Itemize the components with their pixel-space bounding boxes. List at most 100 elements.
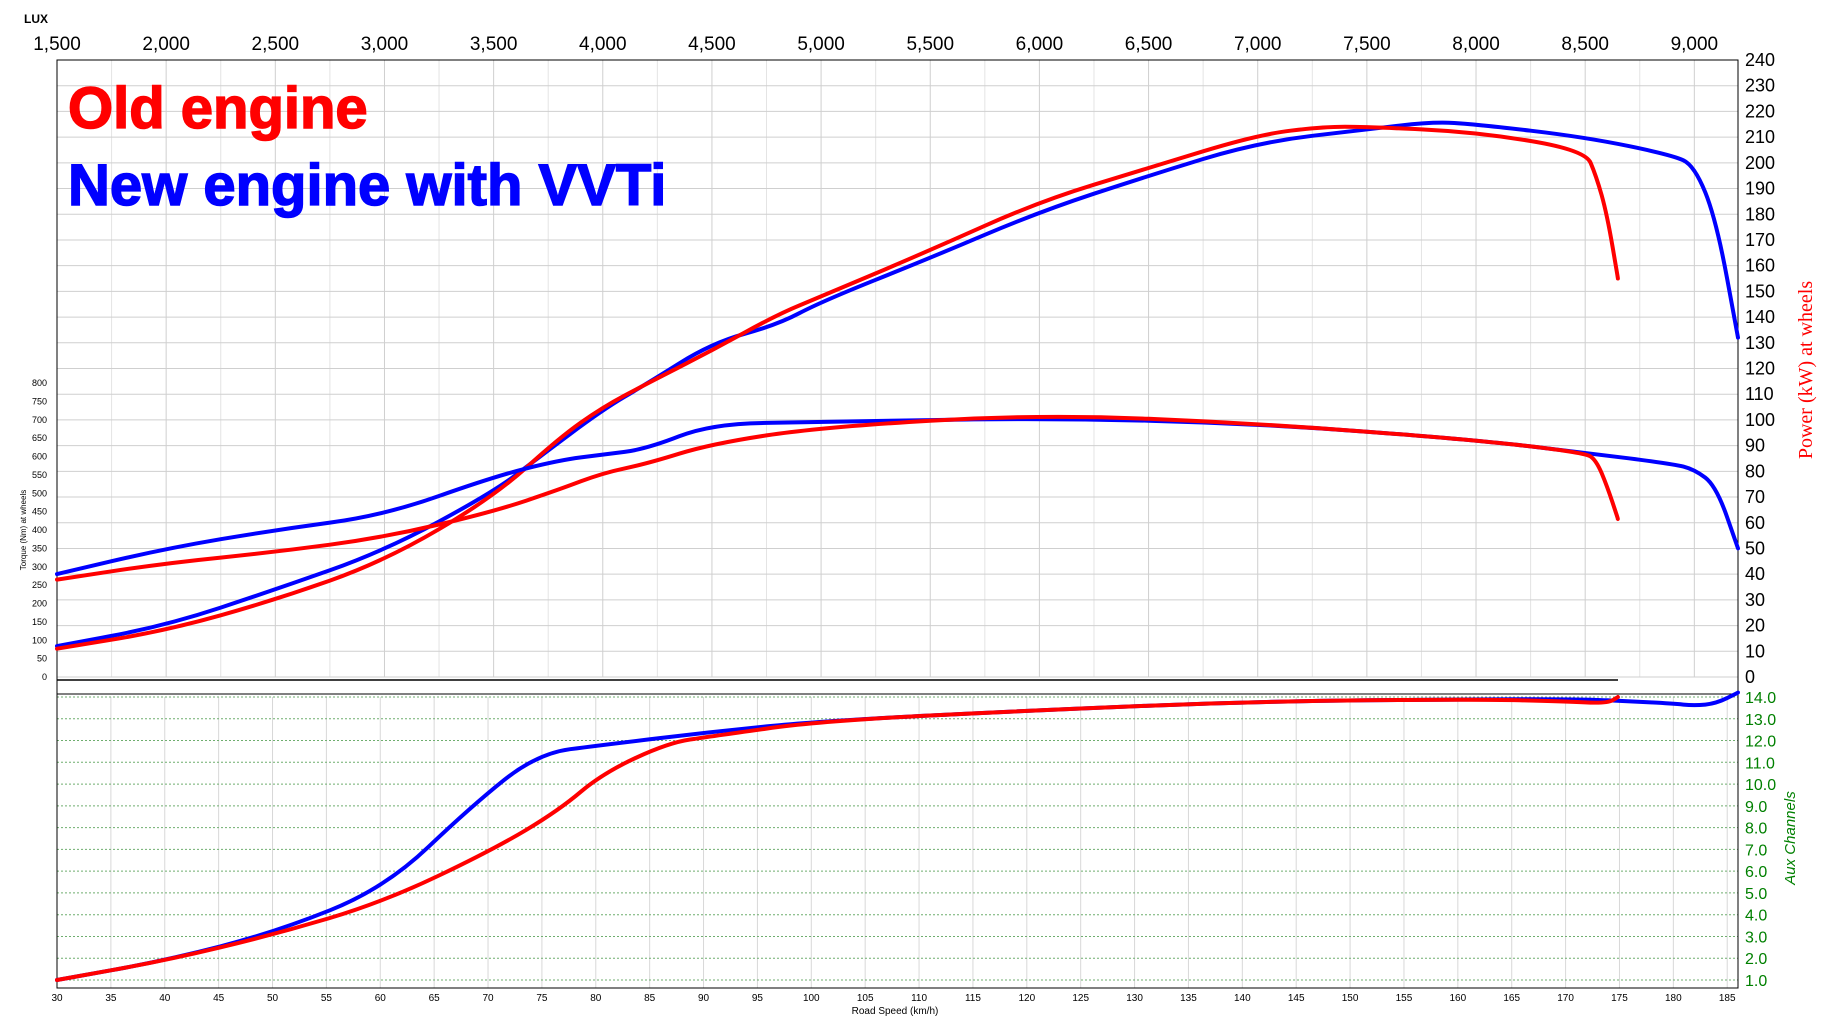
torque-tick-label: 450 — [32, 507, 47, 517]
rpm-tick-label: 4,000 — [579, 34, 627, 55]
rpm-tick-label: 6,000 — [1016, 34, 1064, 55]
torque-tick-label: 500 — [32, 488, 47, 498]
road-speed-tick-label: 150 — [1342, 993, 1359, 1004]
road-speed-tick-label: 75 — [536, 993, 548, 1004]
rpm-tick-label: 4,500 — [688, 34, 736, 55]
road-speed-tick-label: 105 — [857, 993, 874, 1004]
series-group — [55, 120, 1740, 982]
power-tick-label: 10 — [1745, 641, 1765, 661]
legend-new-engine: New engine with VVTi — [68, 153, 666, 218]
road-speed-tick-label: 175 — [1611, 993, 1628, 1004]
torque-tick-label: 50 — [37, 654, 47, 664]
torque-axis: 0 50 100 150 200 250 300 350 400 450 500 550 600 650 7… — [32, 378, 47, 682]
road-speed-tick-label: 85 — [644, 993, 656, 1004]
brand-label: LUX — [24, 12, 48, 26]
torque-tick-label: 750 — [32, 396, 47, 406]
road-speed-axis: 30 35 40 45 50 55 60 65 70 75 80 85 90 95 100 105 110 115… — [51, 993, 1736, 1004]
power-tick-label: 80 — [1745, 461, 1765, 481]
road-speed-tick-label: 115 — [965, 993, 981, 1004]
legend-old-engine: Old engine — [68, 76, 368, 141]
road-speed-tick-label: 160 — [1449, 993, 1466, 1004]
road-speed-tick-label: 155 — [1396, 993, 1413, 1004]
torque-tick-label: 600 — [32, 452, 47, 462]
power-tick-label: 20 — [1745, 616, 1765, 636]
road-speed-tick-label: 90 — [698, 993, 710, 1004]
torque-tick-label: 650 — [32, 433, 47, 443]
rpm-tick-label: 7,000 — [1234, 34, 1282, 55]
rpm-tick-label: 3,500 — [470, 34, 518, 55]
power-axis-label: Power (kW) at wheels — [1795, 281, 1817, 459]
series-line-power-old — [55, 124, 1620, 651]
road-speed-tick-label: 80 — [590, 993, 602, 1004]
torque-tick-label: 250 — [32, 580, 47, 590]
power-tick-label: 180 — [1745, 204, 1775, 224]
series-line-aux-old — [55, 695, 1620, 982]
aux-tick-label: 2.0 — [1745, 951, 1767, 968]
rpm-tick-label: 3,000 — [361, 34, 409, 55]
rpm-tick-label: 8,000 — [1452, 34, 1500, 55]
aux-tick-label: 13.0 — [1745, 712, 1776, 729]
power-tick-label: 140 — [1745, 307, 1775, 327]
road-speed-tick-label: 70 — [482, 993, 494, 1004]
aux-axis-label: Aux Channels — [1782, 791, 1799, 886]
torque-tick-label: 400 — [32, 525, 47, 535]
power-tick-label: 120 — [1745, 359, 1775, 379]
torque-axis-label: Torque (Nm) at wheels — [19, 490, 28, 570]
power-tick-label: 50 — [1745, 538, 1765, 558]
power-tick-label: 230 — [1745, 76, 1775, 96]
power-tick-label: 110 — [1745, 384, 1774, 404]
power-tick-label: 240 — [1745, 50, 1775, 70]
rpm-tick-label: 1,500 — [33, 34, 81, 55]
aux-tick-label: 8.0 — [1745, 821, 1767, 838]
road-speed-tick-label: 95 — [752, 993, 764, 1004]
rpm-tick-label: 7,500 — [1343, 34, 1391, 55]
torque-tick-label: 150 — [32, 617, 47, 627]
rpm-tick-label: 2,000 — [142, 34, 190, 55]
rpm-tick-label: 5,500 — [906, 34, 954, 55]
aux-tick-label: 11.0 — [1745, 755, 1775, 772]
power-axis: 0 10 20 30 40 50 60 70 80 90 100 110 120 130 140 150 160… — [1745, 50, 1775, 687]
road-speed-tick-label: 165 — [1503, 993, 1520, 1004]
aux-tick-label: 1.0 — [1745, 973, 1767, 990]
aux-tick-label: 10.0 — [1745, 777, 1776, 794]
power-tick-label: 150 — [1745, 281, 1775, 301]
aux-tick-label: 14.0 — [1745, 690, 1776, 707]
torque-tick-label: 300 — [32, 562, 47, 572]
torque-tick-label: 100 — [32, 635, 47, 645]
power-tick-label: 100 — [1745, 410, 1775, 430]
road-speed-axis-label: Road Speed (km/h) — [852, 1006, 939, 1017]
power-tick-label: 160 — [1745, 256, 1775, 276]
road-speed-tick-label: 130 — [1126, 993, 1143, 1004]
road-speed-tick-label: 65 — [429, 993, 441, 1004]
torque-tick-label: 550 — [32, 470, 47, 480]
road-speed-tick-label: 110 — [911, 993, 927, 1004]
power-tick-label: 200 — [1745, 153, 1775, 173]
power-tick-label: 210 — [1745, 127, 1775, 147]
rpm-tick-label: 9,000 — [1671, 34, 1719, 55]
power-tick-label: 40 — [1745, 564, 1765, 584]
power-tick-label: 170 — [1745, 230, 1775, 250]
series-line-power-new — [55, 120, 1740, 649]
aux-tick-label: 7.0 — [1745, 842, 1767, 859]
aux-axis: 1.0 2.0 3.0 4.0 5.0 6.0 7.0 8.0 9.0 10.0 11.0 12.0 1… — [1745, 690, 1776, 990]
rpm-tick-label: 5,000 — [797, 34, 845, 55]
rpm-tick-label: 8,500 — [1561, 34, 1609, 55]
torque-tick-label: 350 — [32, 543, 47, 553]
torque-tick-label: 200 — [32, 599, 47, 609]
power-tick-label: 0 — [1745, 667, 1755, 687]
power-tick-label: 130 — [1745, 333, 1775, 353]
road-speed-tick-label: 180 — [1665, 993, 1682, 1004]
power-tick-label: 90 — [1745, 436, 1765, 456]
power-tick-label: 30 — [1745, 590, 1765, 610]
road-speed-tick-label: 30 — [51, 993, 63, 1004]
road-speed-tick-label: 40 — [159, 993, 171, 1004]
aux-tick-label: 9.0 — [1745, 799, 1767, 816]
road-speed-tick-label: 35 — [105, 993, 117, 1004]
road-speed-tick-label: 170 — [1557, 993, 1574, 1004]
rpm-axis: 1,500 2,000 2,500 3,000 3,500 4,000 4,500 5,000… — [33, 34, 1718, 55]
power-tick-label: 220 — [1745, 101, 1775, 121]
aux-tick-label: 3.0 — [1745, 929, 1767, 946]
power-tick-label: 70 — [1745, 487, 1765, 507]
